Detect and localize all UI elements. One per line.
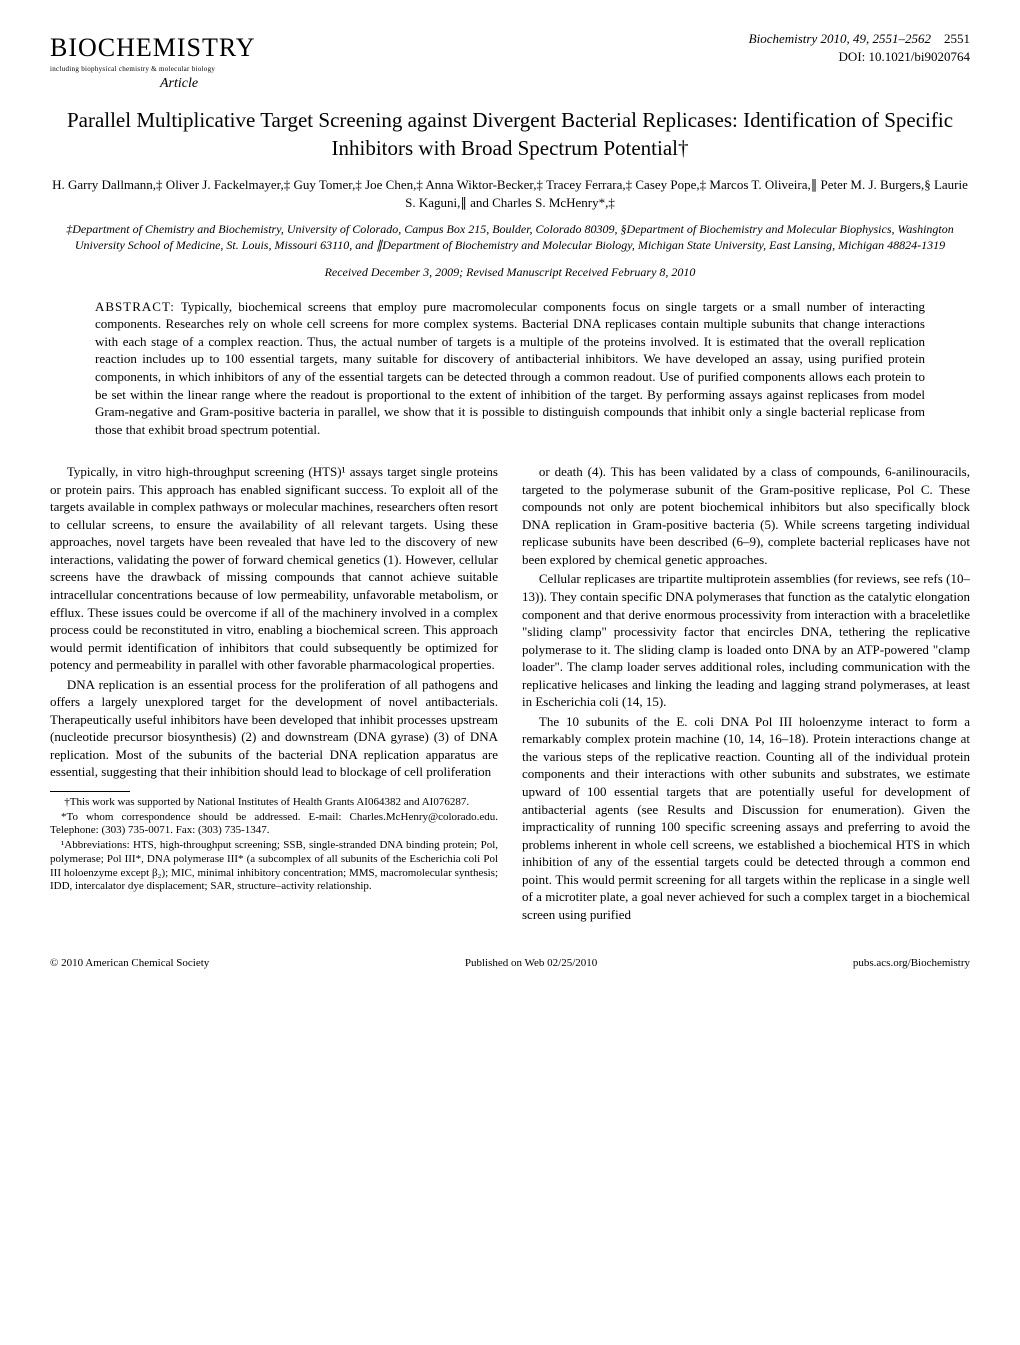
- pub-url: pubs.acs.org/Biochemistry: [853, 956, 970, 971]
- journal-subtitle: including biophysical chemistry & molecu…: [50, 65, 256, 74]
- body-paragraph: or death (4). This has been validated by…: [522, 463, 970, 568]
- citation: Biochemistry 2010, 49, 2551–2562: [749, 31, 931, 46]
- footer: © 2010 American Chemical Society Publish…: [50, 950, 970, 971]
- header-right: Biochemistry 2010, 49, 2551–2562 2551 DO…: [749, 30, 970, 65]
- journal-block: BIOCHEMISTRY including biophysical chemi…: [50, 30, 256, 93]
- article-title: Parallel Multiplicative Target Screening…: [50, 107, 970, 162]
- header: BIOCHEMISTRY including biophysical chemi…: [50, 30, 970, 93]
- right-column: or death (4). This has been validated by…: [522, 463, 970, 925]
- body-paragraph: The 10 subunits of the E. coli DNA Pol I…: [522, 713, 970, 924]
- footnote-rule: [50, 791, 130, 792]
- authors: H. Garry Dallmann,‡ Oliver J. Fackelmaye…: [50, 176, 970, 212]
- page-number: 2551: [944, 31, 970, 46]
- body-paragraph: Typically, in vitro high-throughput scre…: [50, 463, 498, 674]
- abstract-text: Typically, biochemical screens that empl…: [95, 299, 925, 437]
- journal-name: BIOCHEMISTRY: [50, 30, 256, 65]
- body-paragraph: Cellular replicases are tripartite multi…: [522, 570, 970, 710]
- abstract: ABSTRACT: Typically, biochemical screens…: [95, 298, 925, 438]
- footnote: ¹Abbreviations: HTS, high-throughput scr…: [50, 839, 498, 894]
- footnote: *To whom correspondence should be addres…: [50, 811, 498, 839]
- article-label: Article: [160, 75, 256, 94]
- body-columns: Typically, in vitro high-throughput scre…: [50, 463, 970, 925]
- copyright: © 2010 American Chemical Society: [50, 956, 209, 971]
- pubdate: Published on Web 02/25/2010: [465, 956, 597, 971]
- affiliations: ‡Department of Chemistry and Biochemistr…: [50, 222, 970, 253]
- abstract-label: ABSTRACT:: [95, 299, 175, 314]
- footnote: †This work was supported by National Ins…: [50, 796, 498, 810]
- body-paragraph: DNA replication is an essential process …: [50, 676, 498, 781]
- left-column: Typically, in vitro high-throughput scre…: [50, 463, 498, 925]
- dates: Received December 3, 2009; Revised Manus…: [50, 264, 970, 280]
- doi: DOI: 10.1021/bi9020764: [749, 48, 970, 66]
- footnotes: †This work was supported by National Ins…: [50, 796, 498, 894]
